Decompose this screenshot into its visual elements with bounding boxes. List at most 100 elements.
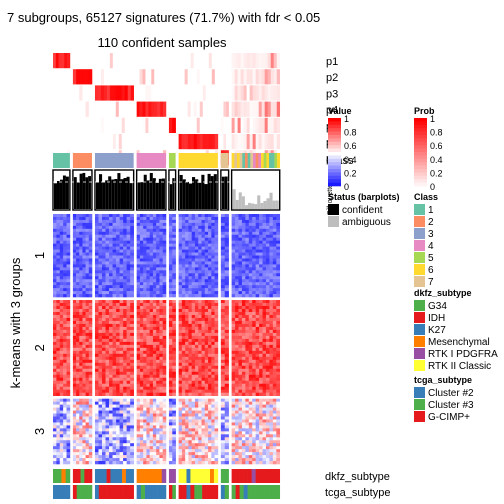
heatmap-cell: [130, 249, 134, 253]
heatmap-cell: [146, 437, 150, 441]
heatmap-cell: [172, 440, 176, 444]
heatmap-cell: [85, 214, 90, 218]
heatmap-cell: [168, 285, 173, 289]
heatmap-cell: [136, 323, 141, 328]
heatmap-cell: [188, 294, 192, 298]
heatmap-cell: [130, 356, 134, 361]
heatmap-cell: [85, 317, 90, 322]
heatmap-cell: [72, 377, 77, 382]
heatmap-cell: [109, 255, 113, 259]
heatmap-cell: [149, 320, 154, 325]
prob-cell: [148, 85, 152, 101]
heatmap-cell: [269, 356, 274, 361]
heatmap-cell: [72, 383, 77, 388]
heatmap-cell: [85, 228, 90, 233]
heatmap-cell: [220, 294, 226, 298]
heatmap-cell: [224, 335, 229, 340]
heatmap-cell: [85, 264, 90, 268]
heatmap-cell: [63, 323, 67, 328]
heatmap-cell: [66, 455, 71, 459]
heatmap-cell: [72, 434, 77, 438]
heatmap-cell: [156, 329, 160, 334]
heatmap-cell: [94, 413, 99, 417]
heatmap-cell: [63, 258, 67, 262]
heatmap-cell: [156, 428, 160, 432]
heatmap-cell: [76, 377, 80, 382]
heatmap-cell: [63, 300, 67, 304]
heatmap-cell: [63, 294, 67, 298]
heatmap-cell: [191, 326, 196, 331]
heatmap-cell: [255, 258, 260, 262]
heatmap-cell: [72, 326, 77, 331]
prob-cell: [243, 101, 247, 117]
heatmap-cell: [76, 234, 80, 239]
heatmap-cell: [119, 300, 124, 304]
heatmap-cell: [105, 392, 110, 396]
heatmap-cell: [241, 332, 246, 337]
heatmap-cell: [265, 371, 270, 376]
heatmap-cell: [252, 380, 256, 385]
prob-cell: [136, 101, 140, 117]
heatmap-cell: [66, 294, 71, 298]
heatmap-cell: [79, 288, 83, 292]
heatmap-cell: [79, 371, 83, 376]
heatmap-cell: [172, 240, 176, 244]
heatmap-cell: [63, 279, 67, 283]
heatmap-cell: [59, 270, 64, 274]
heatmap-cell: [126, 422, 131, 426]
heatmap-cell: [63, 347, 67, 352]
heatmap-cell: [185, 222, 189, 227]
heatmap-cell: [265, 279, 270, 283]
heatmap-cell: [188, 285, 192, 289]
heatmap-cell: [265, 359, 270, 364]
heatmap-cell: [198, 246, 202, 250]
heatmap-cell: [85, 338, 90, 343]
heatmap-cell: [211, 249, 215, 253]
heatmap-cell: [72, 308, 77, 313]
heatmap-cell: [259, 335, 263, 340]
heatmap-cell: [252, 377, 256, 382]
heatmap-cell: [168, 270, 173, 274]
heatmap-cell: [79, 353, 83, 358]
heatmap-cell: [79, 359, 83, 364]
prob-cell: [202, 101, 207, 117]
heatmap-cell: [178, 365, 183, 370]
heatmap-cell: [59, 219, 64, 224]
heatmap-cell: [136, 362, 141, 367]
heatmap-cell: [191, 335, 196, 340]
heatmap-cell: [53, 255, 57, 259]
heatmap-cell: [123, 258, 127, 262]
heatmap-cell: [149, 359, 154, 364]
heatmap-cell: [259, 234, 263, 239]
heatmap-cell: [88, 306, 93, 310]
prob-cell: [252, 117, 256, 133]
heatmap-cell: [123, 270, 127, 274]
heatmap-cell: [238, 240, 243, 244]
heatmap-cell: [224, 326, 229, 331]
heatmap-cell: [126, 431, 131, 435]
heatmap-cell: [156, 225, 160, 230]
silhouette-bar: [266, 198, 270, 209]
heatmap-cell: [248, 231, 253, 236]
heatmap-cell: [146, 225, 150, 230]
heatmap-cell: [79, 404, 83, 408]
heatmap-cell: [191, 276, 196, 280]
heatmap-cell: [66, 252, 71, 256]
heatmap-cell: [105, 249, 110, 253]
heatmap-cell: [119, 419, 124, 423]
heatmap-cell: [252, 294, 256, 298]
heatmap-cell: [269, 332, 274, 337]
heatmap-cell: [191, 341, 196, 346]
silhouette-bar: [76, 182, 80, 209]
heatmap-cell: [146, 341, 150, 346]
heatmap-cell: [66, 216, 71, 221]
heatmap-cell: [204, 365, 209, 370]
heatmap-cell: [231, 353, 236, 358]
heatmap-cell: [245, 219, 250, 224]
heatmap-cell: [255, 261, 260, 265]
heatmap-cell: [105, 461, 110, 465]
prob-cell: [94, 101, 99, 117]
heatmap-cell: [146, 458, 150, 462]
heatmap-cell: [201, 389, 206, 393]
heatmap-cell: [198, 219, 202, 224]
